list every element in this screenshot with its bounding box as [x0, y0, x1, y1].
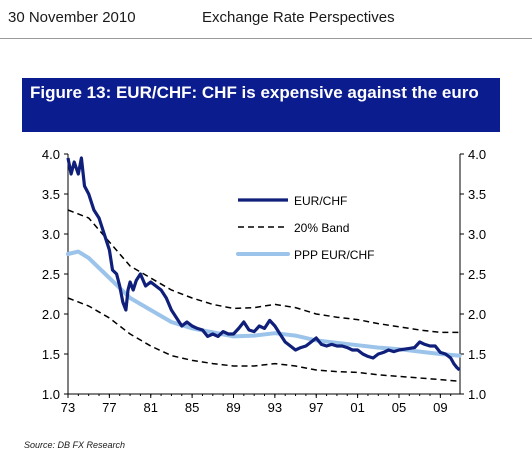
source-note: Source: DB FX Research	[24, 440, 126, 450]
series-line-ppp-eur-chf	[66, 249, 462, 358]
y-tick-label-right: 3.0	[468, 227, 486, 242]
x-tick-label: 73	[61, 400, 75, 415]
x-tick-label: 05	[392, 400, 406, 415]
chart-axes: 1.0 1.0 1.5 1.5 2.0 2.0 2.5 2.5 3.0 3.0 3.5 3.5 4.0 4…	[42, 147, 486, 415]
series-line-eur-chf	[66, 156, 461, 372]
y-tick-label-right: 2.0	[468, 307, 486, 322]
y-tick-label-left: 3.0	[42, 227, 60, 242]
y-tick-label-left: 1.5	[42, 347, 60, 362]
y-tick-label-left: 1.0	[42, 387, 60, 402]
y-tick-label-right: 1.5	[468, 347, 486, 362]
x-tick-label: 01	[350, 400, 364, 415]
y-tick-label-right: 3.5	[468, 187, 486, 202]
x-tick-label: 09	[433, 400, 447, 415]
y-tick-label-left: 4.0	[42, 147, 60, 162]
x-tick-label: 77	[102, 400, 116, 415]
chart-legend: EUR/CHF 20% Band PPP EUR/CHF	[236, 194, 374, 262]
y-tick-label-left: 3.5	[42, 187, 60, 202]
chart-container: 1.0 1.0 1.5 1.5 2.0 2.0 2.5 2.5 3.0 3.0 3.5 3.5 4.0 4…	[0, 140, 532, 440]
y-tick-label-right: 1.0	[468, 387, 486, 402]
legend-label: EUR/CHF	[294, 194, 347, 208]
y-tick-label-left: 2.5	[42, 267, 60, 282]
legend-label: 20% Band	[294, 221, 349, 235]
page-header: 30 November 2010 Exchange Rate Perspecti…	[0, 0, 532, 39]
figure-title: Figure 13: EUR/CHF: CHF is expensive aga…	[22, 78, 500, 132]
report-date: 30 November 2010	[8, 9, 136, 26]
eurchf-chart: 1.0 1.0 1.5 1.5 2.0 2.0 2.5 2.5 3.0 3.0 3.5 3.5 4.0 4…	[42, 147, 486, 415]
x-tick-label: 97	[309, 400, 323, 415]
series-line-20-band	[67, 209, 460, 334]
x-tick-label: 81	[144, 400, 158, 415]
x-tick-label: 89	[226, 400, 240, 415]
y-tick-label-right: 4.0	[468, 147, 486, 162]
x-tick-label: 85	[185, 400, 199, 415]
x-tick-label: 93	[268, 400, 282, 415]
chart-lines	[66, 156, 462, 382]
y-tick-label-left: 2.0	[42, 307, 60, 322]
publication-title: Exchange Rate Perspectives	[202, 9, 395, 26]
series-line-20-band-lower	[67, 297, 460, 382]
legend-label: PPP EUR/CHF	[294, 248, 374, 262]
y-tick-label-right: 2.5	[468, 267, 486, 282]
